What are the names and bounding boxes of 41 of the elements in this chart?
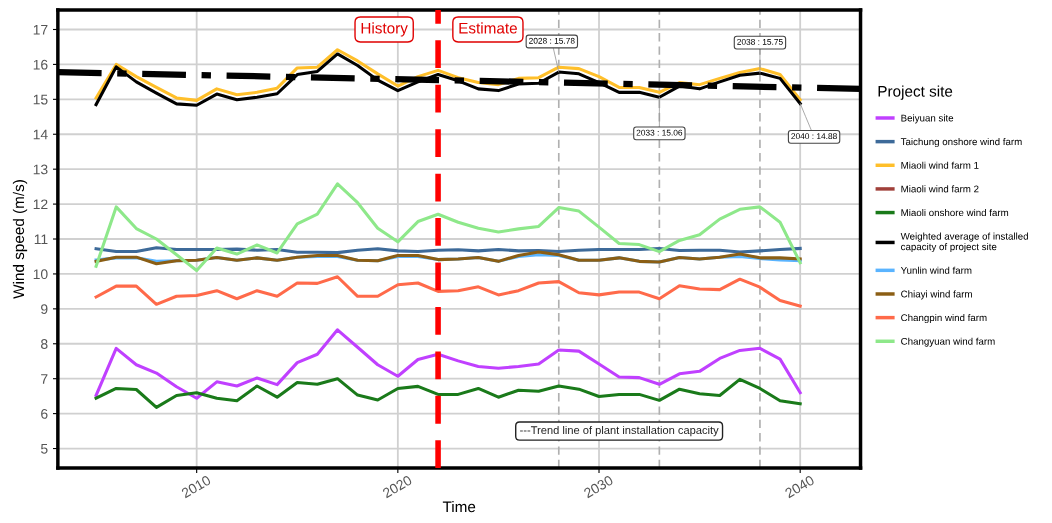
y-tick-label: 8	[41, 339, 48, 349]
y-tick-label: 16	[33, 59, 48, 70]
legend-label: Beiyuan site	[901, 114, 954, 124]
y-tick-label: 12	[33, 199, 48, 210]
x-tick-label: 2020	[382, 474, 413, 499]
y-tick-label: 14	[33, 129, 48, 140]
legend-label: Yunlin wind farm	[900, 266, 972, 274]
annotation: 2038 : 15.75	[737, 38, 783, 45]
line-series	[94, 377, 802, 409]
legend-label: Miaoli wind farm 2	[901, 185, 979, 193]
x-tick-label: 2040	[784, 474, 815, 499]
annotation: Estimate	[459, 22, 517, 34]
annotation: ---Trend line of plant installation capacity	[520, 425, 719, 437]
y-tick-label: 6	[41, 408, 48, 419]
y-axis-title: Wind speed (m/s)	[12, 180, 28, 299]
annotation: History	[361, 22, 408, 37]
y-tick-label: 5	[40, 444, 48, 454]
line-series	[94, 275, 802, 308]
line-series	[94, 182, 802, 272]
x-tick-label: 2010	[180, 474, 212, 499]
y-tick-label: 10	[33, 269, 48, 280]
x-axis-title: Time	[442, 500, 476, 513]
line-series	[94, 328, 802, 400]
legend-label: Chiayi wind farm	[901, 290, 972, 300]
y-tick-label: 15	[33, 94, 48, 105]
legend-label: Miaoli onshore wind farm	[901, 208, 1009, 217]
y-tick-label: 13	[33, 164, 48, 175]
annotation: 2033 : 15.06	[636, 129, 683, 136]
legend-label: Changpin wind farm	[901, 313, 987, 324]
legend-title: Project site	[878, 85, 953, 100]
annotation: 2028 : 15.78	[529, 37, 575, 44]
x-tick-label: 2030	[583, 474, 614, 499]
legend-label: Taichung onshore wind farm	[900, 137, 1022, 148]
legend-label: Changyuan wind farm	[901, 337, 995, 347]
annotation: 2040 : 14.88	[791, 133, 837, 140]
y-tick-label: 17	[33, 24, 48, 35]
y-tick-label: 9	[41, 304, 48, 315]
legend-label: Weighted average of installed capacity of project site	[900, 232, 1028, 253]
legend-label: Miaoli wind farm 1	[901, 161, 979, 169]
y-tick-label: 7	[41, 374, 48, 384]
y-tick-label: 11	[34, 234, 48, 245]
